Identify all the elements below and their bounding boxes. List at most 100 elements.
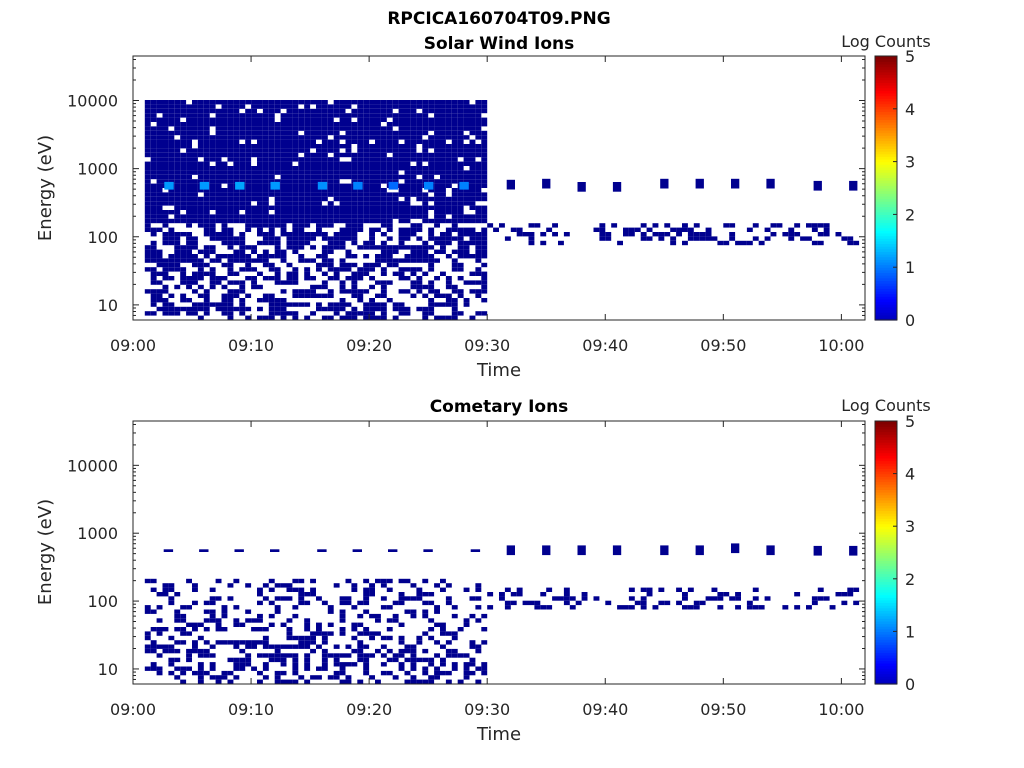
spectrogram-cell [392, 161, 399, 166]
spectrogram-cell [316, 113, 322, 118]
spectrogram-cell [280, 196, 287, 202]
spectrogram-cell [292, 236, 299, 241]
spectrogram-cell [192, 600, 198, 606]
spectrogram-cell [180, 157, 187, 162]
spectrogram-cell [180, 130, 187, 136]
spectrogram-cell [245, 152, 252, 158]
spectrogram-cell [304, 635, 311, 641]
spectrogram-cell [310, 174, 316, 180]
spectrogram-cell [333, 670, 340, 676]
spectrogram-cell [209, 122, 216, 127]
spectrogram-cell [156, 258, 163, 263]
spectrogram-cell [481, 662, 488, 667]
colorbar-step [875, 536, 897, 540]
spectrogram-cell [339, 245, 346, 250]
spectrogram-cell [339, 613, 346, 619]
spectrogram-cell [286, 240, 293, 246]
spectrogram-cell [333, 157, 340, 162]
spectrogram-cell [180, 122, 187, 127]
spectrogram-cell [186, 144, 192, 149]
spectrogram-cell [363, 592, 370, 597]
spectrogram-cell [333, 302, 340, 307]
spectrogram-cell [251, 135, 257, 140]
colorbar-step [875, 193, 897, 197]
spectrogram-cell [380, 311, 387, 316]
spectrogram-cell [239, 126, 246, 131]
spectrogram-cell [369, 232, 375, 237]
spectrogram-cell [174, 284, 181, 290]
spectrogram-cell [428, 196, 435, 202]
spectrogram-cell [186, 648, 192, 654]
spectrogram-cell [451, 192, 458, 197]
spectrogram-cell [286, 174, 293, 180]
x-tick-label: 09:10 [228, 336, 274, 355]
spectrogram-cell [445, 152, 452, 158]
x-tick-label: 09:00 [110, 700, 156, 719]
spectrogram-cell [398, 635, 405, 641]
spectrogram-cell [463, 122, 470, 127]
spectrogram-cell [298, 174, 305, 180]
spectrogram-cell [274, 670, 281, 676]
spectrogram-cell [516, 227, 523, 232]
spectrogram-cell [262, 126, 269, 131]
spectrogram-cell [298, 122, 305, 127]
spectrogram-cell [233, 144, 240, 149]
spectrogram-cell [280, 117, 287, 122]
spectrogram-cell [445, 240, 452, 246]
spectrogram-cell [475, 267, 482, 272]
spectrogram-cell [357, 653, 364, 658]
spectrogram-cell [345, 653, 352, 658]
spectrogram-cell [392, 135, 399, 140]
spectrogram-cell [823, 232, 830, 237]
spectrogram-cell [286, 148, 293, 153]
spectrogram-cell [292, 657, 299, 663]
colorbar-step [875, 90, 897, 94]
spectrogram-cell [168, 192, 175, 197]
spectrogram-cell [144, 648, 151, 654]
spectrogram-cell [316, 108, 322, 114]
spectrogram-cell [375, 179, 381, 184]
spectrogram-cell [227, 302, 234, 307]
spectrogram-cell [410, 583, 417, 588]
spectrogram-cell [298, 201, 305, 206]
spectrogram-cell [416, 100, 423, 105]
spectrogram-cell [711, 596, 718, 601]
spectrogram-cell [180, 631, 187, 636]
spectrogram-cell [298, 592, 305, 597]
spectrogram-cell [440, 122, 446, 127]
spectrogram-cell [298, 302, 305, 307]
spectrogram-cell [386, 139, 393, 144]
spectrogram-cell [369, 613, 375, 619]
spectrogram-cell [280, 126, 287, 131]
spectrogram-cell [404, 289, 411, 294]
spectrogram-cell [457, 240, 464, 246]
spectrogram-cell [469, 196, 476, 202]
spectrogram-cell [192, 210, 198, 215]
spectrogram-cell [286, 218, 293, 224]
spectrogram-cell [298, 236, 305, 241]
spectrogram-cell [380, 578, 387, 584]
x-tick-label: 09:20 [346, 336, 392, 355]
spectrogram-cell [369, 653, 375, 658]
spectrogram-cell [333, 657, 340, 663]
spectrogram-cell [475, 100, 482, 105]
spectrogram-cell [380, 223, 387, 228]
spectrogram-cell [351, 648, 358, 654]
colorbar-step [875, 570, 897, 575]
spectrogram-cell [386, 214, 393, 219]
spectrogram-cell [150, 157, 157, 162]
spectrogram-cell [203, 157, 210, 162]
spectrogram-cell [392, 214, 399, 219]
spectrogram-cell [463, 302, 470, 307]
spectrogram-cell [463, 280, 470, 285]
spectrogram-cell [375, 135, 381, 140]
spectrogram-cell [144, 188, 151, 193]
spectrogram-cell [357, 613, 364, 619]
spectrogram-cell [416, 117, 423, 122]
spectrogram-cell [203, 174, 210, 180]
spectrogram-cell [186, 210, 192, 215]
spectrogram-cell [174, 130, 181, 136]
colorbar-tick-label: 0 [905, 675, 915, 694]
spectrogram-cell [652, 223, 659, 228]
spectrogram-cell [422, 271, 429, 276]
